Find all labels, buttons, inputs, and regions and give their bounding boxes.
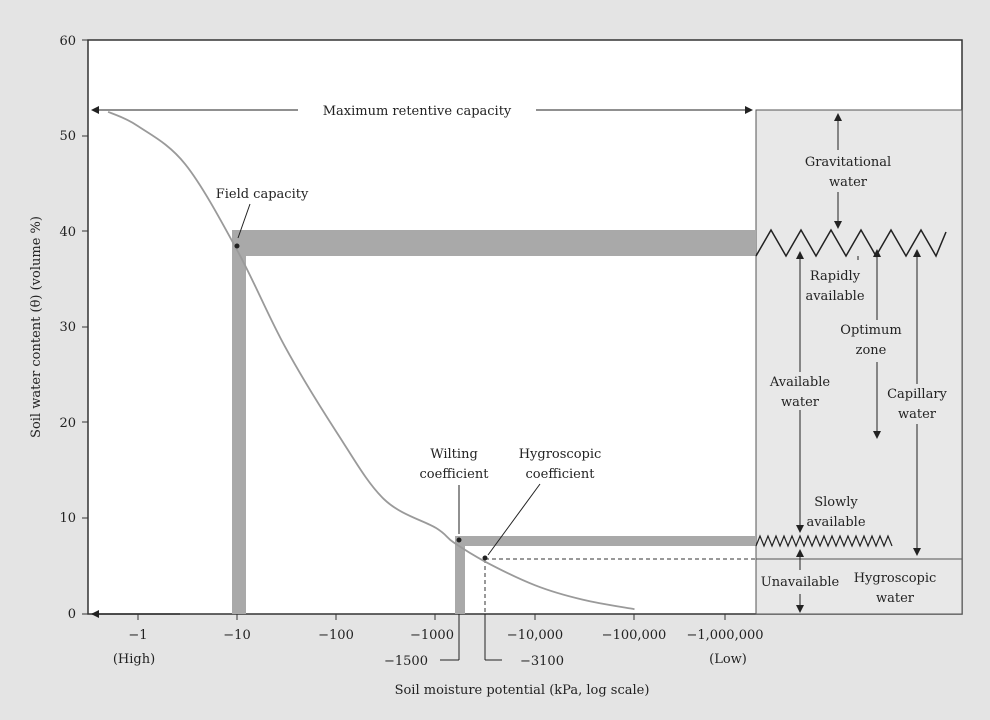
wilting-label-line1: Wilting: [430, 447, 478, 462]
rapidly-label-2: available: [805, 289, 864, 304]
y-tick-label: 50: [59, 129, 76, 144]
max-retentive-label: Maximum retentive capacity: [323, 104, 512, 119]
field-capacity-label: Field capacity: [216, 187, 309, 202]
x-tick-label: −100: [318, 628, 354, 643]
field-capacity-pointer: [237, 203, 251, 239]
gravitational-label-1: Gravitational: [805, 155, 891, 170]
y-tick-label: 10: [59, 511, 76, 526]
y-tick-label: 20: [59, 416, 76, 431]
field-capacity-point: [234, 243, 240, 249]
hygroscopic-point: [482, 555, 488, 561]
tick-3100-label: −3100: [520, 654, 564, 669]
x-tick-label: −1000: [410, 628, 454, 643]
y-tick-label: 30: [59, 320, 76, 335]
zone-panel: [755, 109, 963, 615]
available-label-2: water: [781, 395, 820, 410]
wilting-vertical-band: [455, 536, 465, 614]
available-label-1: Available: [769, 375, 831, 390]
hygroscopic-water-label-1: Hygroscopic: [854, 571, 937, 586]
rapidly-label-1: Rapidly: [810, 269, 861, 284]
x-tick-label: −1: [128, 628, 147, 643]
wilting-zigzag: [755, 534, 893, 548]
capillary-label-1: Capillary: [887, 387, 947, 402]
y-tick-label: 60: [59, 34, 76, 49]
y-tick-label: 40: [59, 225, 76, 240]
x-axis-label: Soil moisture potential (kPa, log scale): [395, 683, 650, 698]
wilting-point: [456, 537, 462, 543]
x-end-high: (High): [113, 652, 155, 667]
retention-curve: [107, 110, 635, 611]
gravitational-label-2: water: [829, 175, 868, 190]
optimum-label-2: zone: [856, 343, 887, 358]
x-tick-label: −10: [223, 628, 250, 643]
x-tick-label: −10,000: [507, 628, 563, 643]
hygro-coef-pointer: [487, 483, 541, 556]
wilting-horizontal-band: [455, 536, 756, 546]
hygroscopic-water-label-2: water: [876, 591, 915, 606]
hygro-coef-label-line1: Hygroscopic: [519, 447, 602, 462]
field-capacity-vertical-band: [232, 230, 246, 614]
x-tick-label: −100,000: [602, 628, 667, 643]
field-capacity-horizontal-band: [232, 230, 756, 256]
tick-1500-label: −1500: [384, 654, 428, 669]
capillary-label-2: water: [898, 407, 937, 422]
wilting-label-line2: coefficient: [420, 467, 490, 482]
y-tick-label: 0: [68, 607, 76, 622]
slowly-label-2: available: [806, 515, 865, 530]
field-capacity-zigzag: [755, 228, 947, 258]
x-axis: −1 −10 −100 −1000 −10,000 −100,000 −1,00…: [113, 614, 764, 667]
y-axis: 0 10 20 30 40 50 60: [59, 34, 88, 622]
y-axis-label: Soil water content (θ) (volume %): [29, 216, 44, 438]
slowly-label-1: Slowly: [814, 495, 858, 510]
optimum-label-1: Optimum: [840, 323, 901, 338]
x-tick-label: −1,000,000: [686, 628, 763, 643]
unavailable-label: Unavailable: [761, 575, 840, 590]
hygro-coef-label-line2: coefficient: [526, 467, 596, 482]
x-end-low: (Low): [709, 652, 747, 667]
